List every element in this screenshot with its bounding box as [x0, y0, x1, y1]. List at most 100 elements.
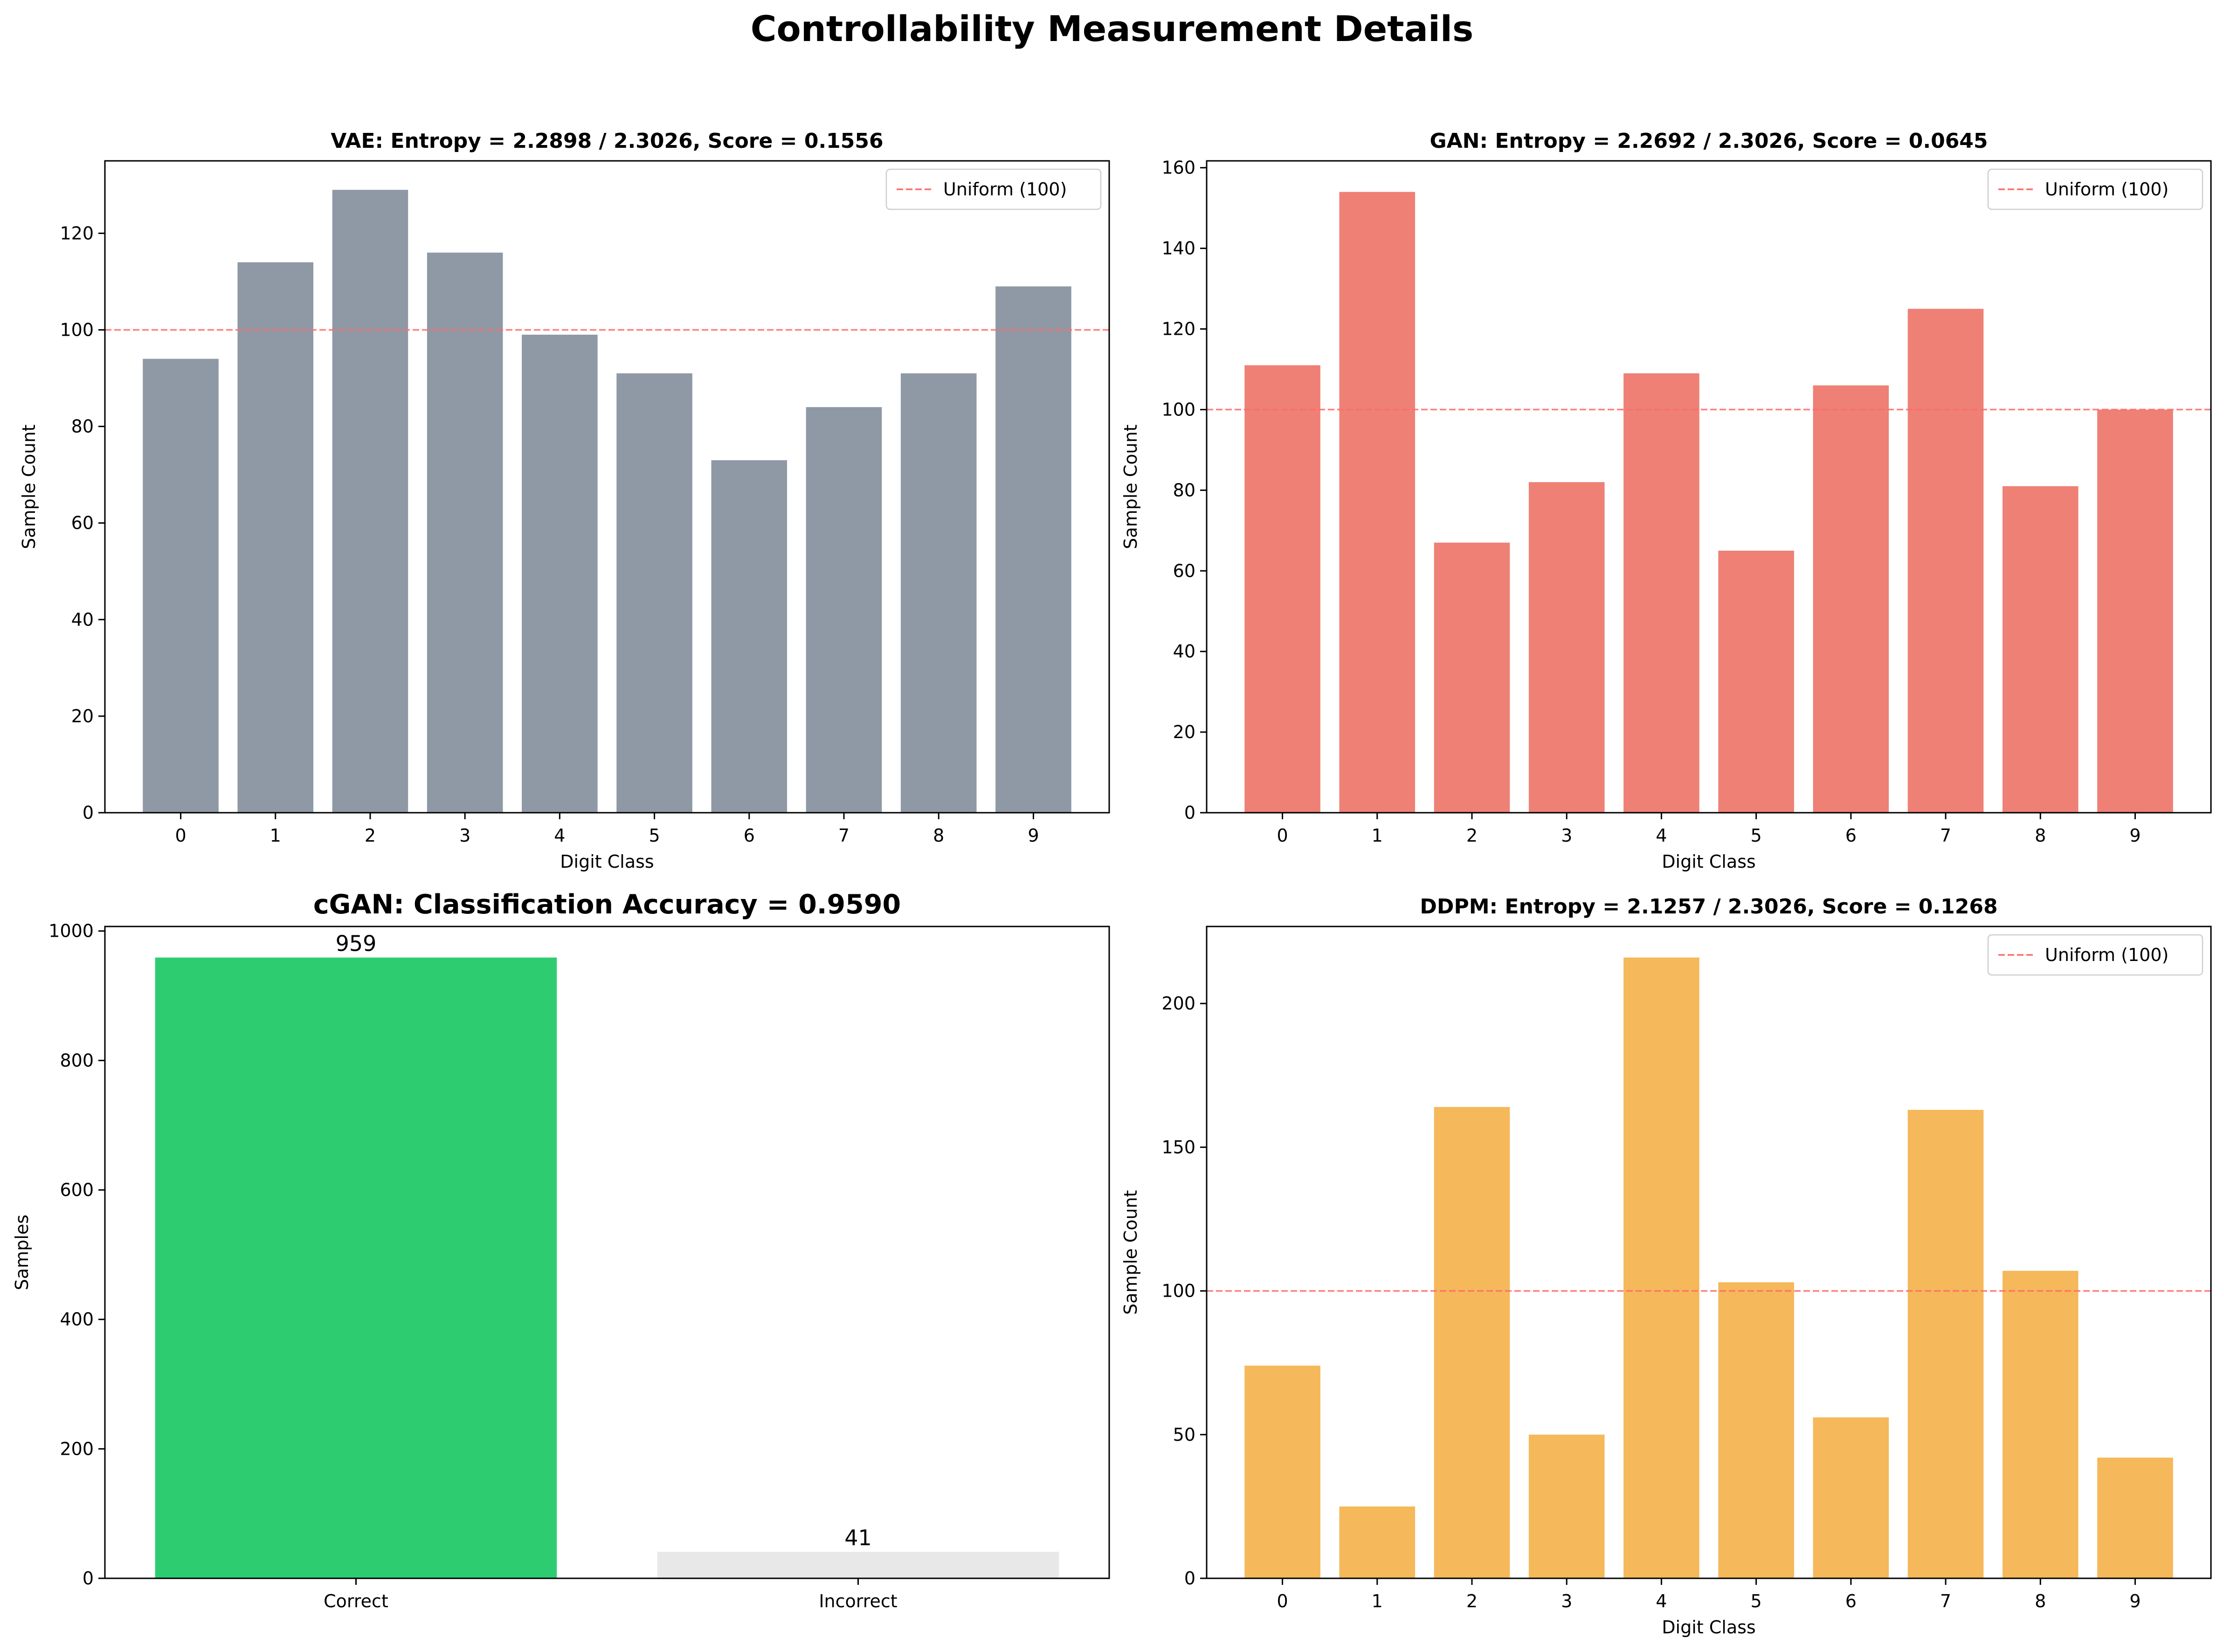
vae-xtick-label-9: 9: [1028, 825, 1039, 846]
vae-ytick-label-40: 40: [71, 609, 94, 630]
vae-legend-label: Uniform (100): [943, 179, 1067, 200]
cgan-panel: cGAN: Classification Accuracy = 0.9590 95…: [12, 889, 1110, 1611]
gan-ytick-label-120: 120: [1161, 319, 1195, 339]
gan-legend-label: Uniform (100): [2045, 179, 2169, 200]
vae-ytick-label-120: 120: [60, 223, 94, 243]
gan-xtick-label-4: 4: [1656, 825, 1667, 846]
gan-xtick-label-0: 0: [1277, 825, 1288, 846]
ddpm-bar-5: [1718, 1282, 1794, 1578]
figure-title: Controllability Measurement Details: [751, 8, 1473, 49]
vae-xtick-label-1: 1: [270, 825, 281, 846]
vae-xtick-label-4: 4: [554, 825, 565, 846]
gan-ytick-label-100: 100: [1161, 399, 1195, 420]
gan-bar-1: [1339, 192, 1416, 813]
gan-ytick-label-140: 140: [1161, 238, 1195, 259]
ddpm-panel: DDPM: Entropy = 2.1257 / 2.3026, Score =…: [1120, 895, 2212, 1638]
cgan-data-label-Incorrect: 41: [844, 1525, 872, 1550]
cgan-ytick-label-600: 600: [60, 1180, 94, 1200]
vae-xtick-label-2: 2: [365, 825, 376, 846]
gan-ytick-label-80: 80: [1173, 480, 1195, 500]
cgan-xtick-label-Correct: Correct: [324, 1591, 388, 1611]
cgan-ylabel: Samples: [12, 1215, 32, 1290]
gan-xtick-label-8: 8: [2035, 825, 2046, 846]
gan-ylabel: Sample Count: [1120, 424, 1141, 549]
gan-ytick-label-0: 0: [1184, 802, 1195, 823]
ddpm-xtick-label-9: 9: [2129, 1591, 2141, 1611]
gan-xtick-label-6: 6: [1845, 825, 1857, 846]
gan-xtick-label-3: 3: [1561, 825, 1572, 846]
ddpm-xtick-label-4: 4: [1656, 1591, 1667, 1611]
cgan-title: cGAN: Classification Accuracy = 0.9590: [313, 889, 901, 920]
vae-xtick-label-7: 7: [838, 825, 850, 846]
gan-xtick-label-2: 2: [1466, 825, 1478, 846]
vae-bar-6: [711, 460, 787, 813]
ddpm-bar-8: [2002, 1271, 2079, 1578]
gan-bar-9: [2097, 409, 2173, 813]
vae-ylabel: Sample Count: [19, 424, 39, 549]
ddpm-ytick-label-0: 0: [1184, 1568, 1195, 1589]
cgan-bar-Incorrect: [657, 1552, 1059, 1578]
gan-title: GAN: Entropy = 2.2692 / 2.3026, Score = …: [1430, 129, 1988, 153]
ddpm-bar-3: [1528, 1434, 1605, 1578]
gan-xtick-label-7: 7: [1940, 825, 1951, 846]
ddpm-xtick-label-3: 3: [1561, 1591, 1572, 1611]
cgan-axes-frame: [104, 926, 1110, 1579]
ddpm-legend-box: [1987, 934, 2203, 976]
ddpm-bar-7: [1907, 1110, 1984, 1578]
vae-bar-5: [616, 373, 692, 813]
gan-bar-5: [1718, 551, 1794, 813]
ddpm-bar-0: [1244, 1365, 1320, 1578]
gan-bar-8: [2002, 486, 2079, 813]
ddpm-xtick-label-2: 2: [1466, 1591, 1478, 1611]
gan-ytick-label-40: 40: [1173, 641, 1195, 662]
ddpm-xtick-label-5: 5: [1751, 1591, 1762, 1611]
vae-xtick-label-5: 5: [649, 825, 660, 846]
vae-title: VAE: Entropy = 2.2898 / 2.3026, Score = …: [331, 129, 883, 153]
ddpm-bar-9: [2097, 1458, 2173, 1578]
ddpm-legend-label: Uniform (100): [2045, 945, 2169, 965]
vae-bar-4: [522, 334, 598, 813]
gan-ytick-label-60: 60: [1173, 560, 1195, 581]
gan-axes-frame: [1206, 160, 2212, 814]
ddpm-ylabel: Sample Count: [1120, 1190, 1141, 1314]
vae-axes-frame: [104, 160, 1110, 814]
vae-xlabel: Digit Class: [560, 851, 654, 872]
vae-xtick-label-8: 8: [933, 825, 944, 846]
vae-bar-7: [806, 407, 882, 813]
vae-bar-3: [427, 252, 503, 813]
gan-panel: GAN: Entropy = 2.2692 / 2.3026, Score = …: [1120, 129, 2212, 872]
vae-panel: VAE: Entropy = 2.2898 / 2.3026, Score = …: [19, 129, 1110, 872]
gan-bar-0: [1244, 365, 1320, 813]
vae-ytick-label-60: 60: [71, 513, 94, 533]
vae-bar-8: [900, 373, 977, 813]
cgan-xtick-label-Incorrect: Incorrect: [819, 1591, 897, 1611]
vae-xtick-label-6: 6: [744, 825, 755, 846]
cgan-bar-Correct: [155, 957, 557, 1578]
gan-xtick-label-1: 1: [1372, 825, 1383, 846]
vae-legend-box: [885, 168, 1102, 210]
ddpm-xtick-label-0: 0: [1277, 1591, 1288, 1611]
gan-xtick-label-9: 9: [2129, 825, 2141, 846]
ddpm-ytick-label-50: 50: [1173, 1424, 1195, 1445]
cgan-data-label-Correct: 959: [336, 931, 377, 956]
gan-bar-4: [1623, 373, 1699, 813]
vae-ytick-label-20: 20: [71, 706, 94, 726]
vae-xtick-label-0: 0: [175, 825, 186, 846]
gan-xtick-label-5: 5: [1751, 825, 1762, 846]
ddpm-axes-frame: [1206, 926, 2212, 1579]
cgan-ytick-label-200: 200: [60, 1438, 94, 1459]
ddpm-bar-6: [1813, 1417, 1889, 1578]
ddpm-bar-2: [1434, 1107, 1510, 1578]
cgan-ytick-label-400: 400: [60, 1309, 94, 1330]
vae-bar-9: [995, 286, 1071, 813]
ddpm-bar-1: [1339, 1506, 1416, 1578]
cgan-ytick-label-1000: 1000: [48, 921, 94, 941]
vae-bar-1: [237, 262, 314, 813]
gan-bar-7: [1907, 309, 1984, 813]
cgan-ytick-label-800: 800: [60, 1050, 94, 1071]
ddpm-ytick-label-150: 150: [1161, 1137, 1195, 1157]
gan-xlabel: Digit Class: [1662, 851, 1755, 872]
ddpm-xtick-label-8: 8: [2035, 1591, 2046, 1611]
ddpm-xtick-label-1: 1: [1372, 1591, 1383, 1611]
ddpm-xtick-label-6: 6: [1845, 1591, 1857, 1611]
